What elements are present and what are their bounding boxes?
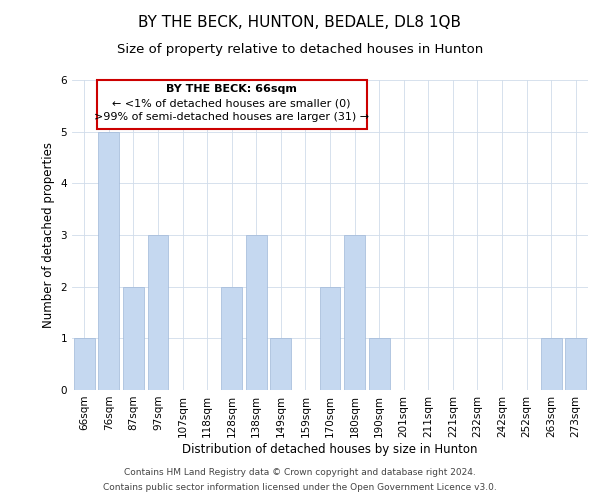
Text: Contains public sector information licensed under the Open Government Licence v3: Contains public sector information licen… — [103, 483, 497, 492]
Text: BY THE BECK, HUNTON, BEDALE, DL8 1QB: BY THE BECK, HUNTON, BEDALE, DL8 1QB — [139, 15, 461, 30]
Text: ← <1% of detached houses are smaller (0): ← <1% of detached houses are smaller (0) — [112, 98, 351, 108]
Bar — [97, 80, 367, 129]
Text: >99% of semi-detached houses are larger (31) →: >99% of semi-detached houses are larger … — [94, 112, 369, 122]
Bar — [98, 132, 119, 390]
Text: BY THE BECK: 66sqm: BY THE BECK: 66sqm — [166, 84, 297, 94]
Bar — [541, 338, 562, 390]
X-axis label: Distribution of detached houses by size in Hunton: Distribution of detached houses by size … — [182, 442, 478, 456]
Bar — [74, 338, 95, 390]
Bar — [344, 235, 365, 390]
Bar — [565, 338, 586, 390]
Bar — [123, 286, 144, 390]
Y-axis label: Number of detached properties: Number of detached properties — [42, 142, 55, 328]
Bar — [221, 286, 242, 390]
Bar — [320, 286, 340, 390]
Text: Size of property relative to detached houses in Hunton: Size of property relative to detached ho… — [117, 42, 483, 56]
Bar — [246, 235, 267, 390]
Bar — [368, 338, 389, 390]
Text: Contains HM Land Registry data © Crown copyright and database right 2024.: Contains HM Land Registry data © Crown c… — [124, 468, 476, 477]
Bar — [148, 235, 169, 390]
Bar — [271, 338, 292, 390]
